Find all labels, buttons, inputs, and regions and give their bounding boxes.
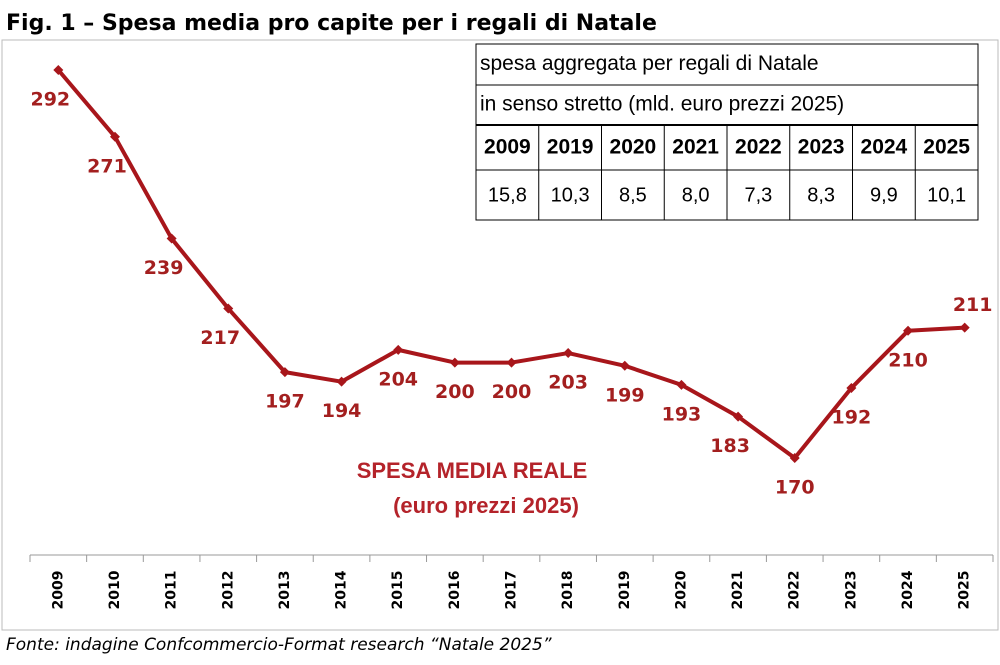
series-label: SPESA MEDIA REALE [357, 458, 588, 483]
chart-title: Fig. 1 – Spesa media pro capite per i re… [6, 11, 657, 36]
x-tick-label: 2025 [957, 571, 973, 610]
data-label: 292 [30, 89, 70, 111]
x-tick-label: 2017 [504, 571, 520, 610]
table-header: 2019 [547, 136, 594, 159]
marker [846, 383, 857, 394]
marker [109, 131, 120, 142]
data-label: 204 [378, 368, 418, 390]
marker [393, 344, 404, 355]
chart-frame [1, 39, 999, 631]
data-label: 239 [144, 257, 184, 279]
x-tick-label: 2023 [843, 571, 859, 610]
table-cell: 9,9 [870, 184, 898, 206]
x-tick-label: 2024 [900, 570, 916, 609]
x-tick-label: 2019 [617, 571, 633, 610]
marker [676, 379, 687, 390]
data-label: 271 [87, 155, 127, 177]
table-header: 2022 [735, 136, 782, 159]
marker [223, 303, 234, 314]
x-tick-label: 2020 [673, 570, 689, 609]
table-header: 2024 [861, 136, 908, 159]
marker [733, 411, 744, 422]
annotation: (euro prezzi 2025) [393, 493, 579, 518]
marker [619, 360, 630, 371]
table-cell: 8,5 [619, 184, 647, 206]
data-label: 210 [888, 349, 928, 371]
marker [166, 233, 177, 244]
marker [506, 357, 517, 368]
table-cell: 15,8 [488, 184, 527, 206]
data-label: 200 [435, 381, 475, 403]
table-cell: 10,3 [551, 184, 590, 206]
x-tick-label: 2011 [164, 571, 180, 610]
data-label: 217 [200, 327, 240, 349]
data-label: 199 [605, 384, 645, 406]
table-header: 2020 [610, 136, 657, 159]
x-tick-label: 2010 [107, 570, 123, 609]
marker [279, 367, 290, 378]
marker [903, 325, 914, 336]
x-tick-label: 2015 [390, 571, 406, 610]
x-tick-label: 2021 [730, 571, 746, 610]
x-tick-label: 2022 [787, 571, 803, 610]
x-tick-label: 2009 [50, 571, 66, 610]
data-label: 203 [548, 372, 588, 394]
data-label: 183 [710, 435, 750, 457]
table-header: 2021 [672, 136, 719, 159]
marker [449, 357, 460, 368]
marker [53, 65, 64, 75]
table-cell: 8,3 [807, 184, 835, 206]
data-label: 194 [322, 400, 362, 422]
x-tick-label: 2018 [560, 571, 576, 610]
x-tick-label: 2014 [334, 570, 350, 609]
table-cell: 10,1 [927, 184, 966, 206]
table-title: in senso stretto (mld. euro prezzi 2025) [480, 93, 844, 116]
data-label: 200 [492, 381, 532, 403]
marker [959, 322, 970, 333]
table-header: 2023 [798, 136, 845, 159]
x-tick-label: 2016 [447, 571, 463, 610]
table-header: 2009 [484, 136, 531, 159]
x-tick-label: 2013 [277, 571, 293, 610]
data-label: 170 [775, 477, 815, 499]
table-cell: 7,3 [744, 184, 772, 206]
marker [563, 348, 574, 359]
data-label: 197 [265, 391, 305, 413]
data-label: 193 [662, 403, 702, 425]
x-tick-label: 2012 [220, 571, 236, 610]
data-label: 192 [832, 407, 872, 429]
data-label: 211 [953, 294, 993, 316]
table-title: spesa aggregata per regali di Natale [480, 52, 819, 75]
table-header: 2025 [923, 136, 970, 159]
marker [789, 453, 800, 463]
marker [336, 376, 347, 387]
source: Fonte: indagine Confcommercio-Format res… [6, 635, 552, 655]
table-cell: 8,0 [682, 184, 710, 206]
